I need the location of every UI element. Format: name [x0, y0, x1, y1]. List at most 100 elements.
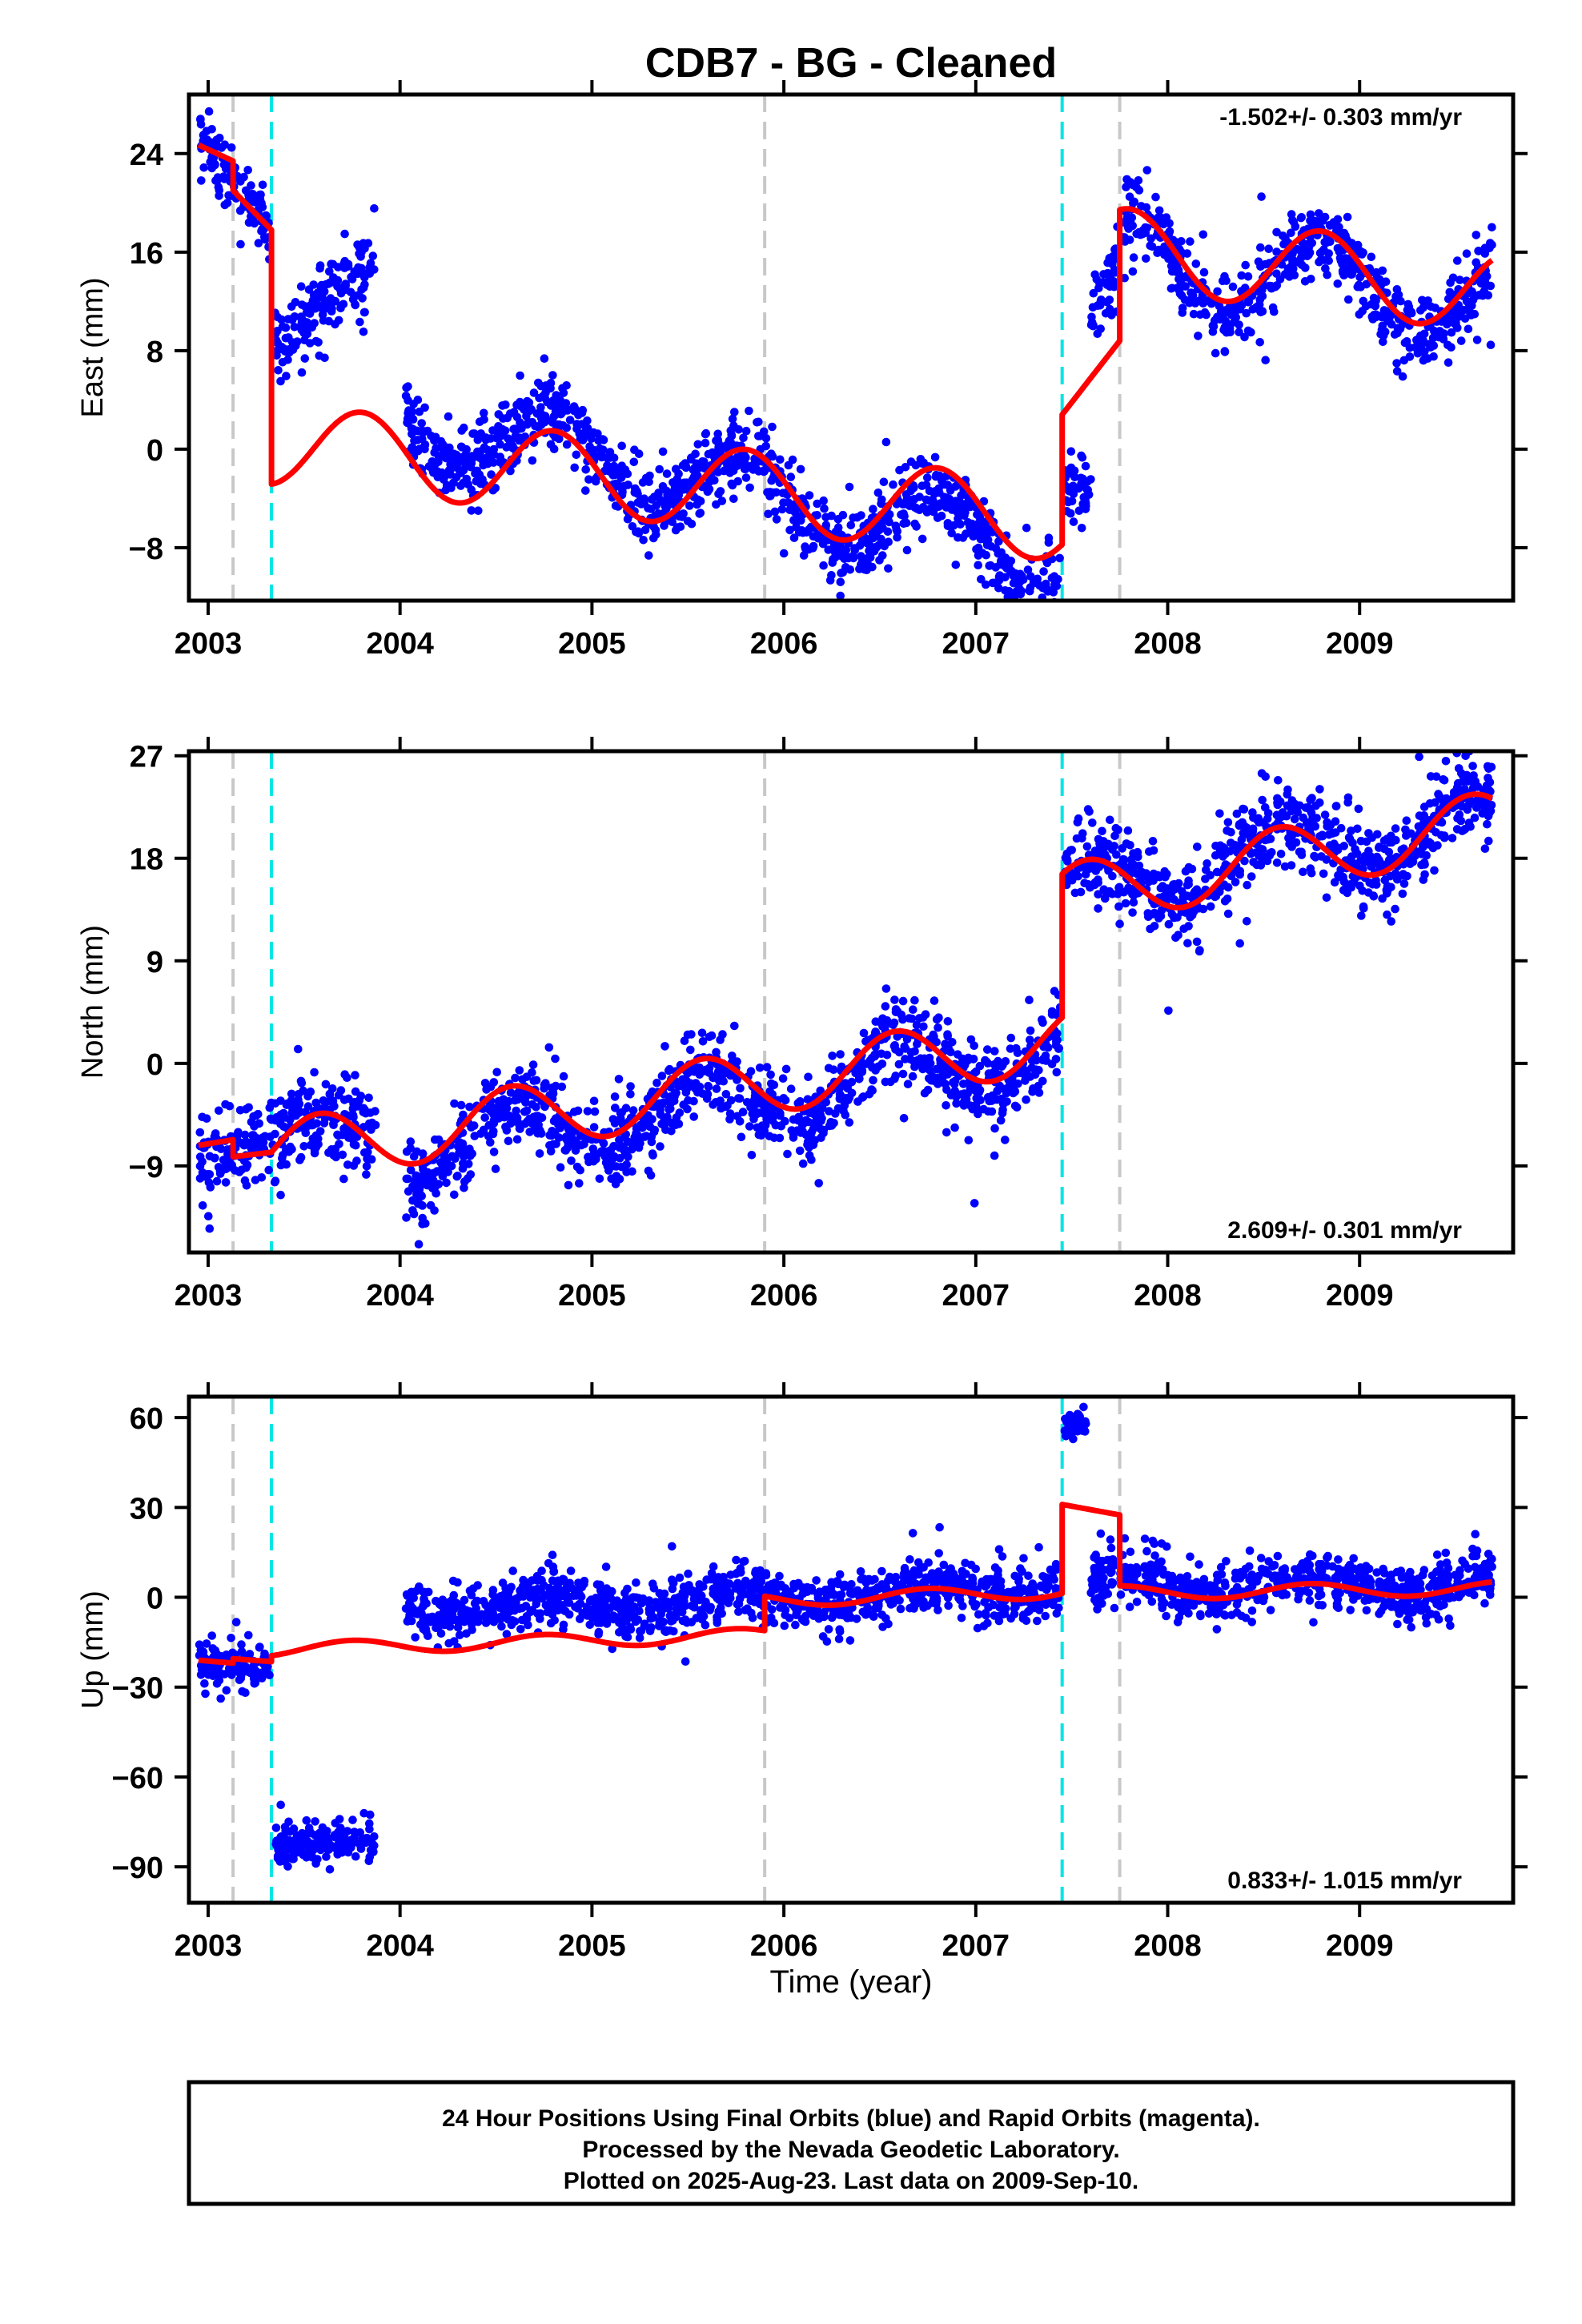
data-point: [857, 1068, 867, 1076]
data-point: [912, 1020, 921, 1030]
data-point: [970, 1199, 979, 1208]
data-point: [899, 509, 908, 518]
data-point: [205, 1224, 215, 1233]
data-point: [1287, 796, 1297, 805]
data-point: [1041, 1611, 1050, 1621]
x-tick-label: 2009: [1326, 627, 1394, 661]
data-point: [1429, 326, 1439, 336]
data-point: [656, 1142, 665, 1151]
data-point: [487, 470, 496, 479]
data-point: [728, 1051, 737, 1060]
data-point: [1128, 267, 1138, 276]
data-point: [1148, 837, 1158, 846]
data-point: [528, 1068, 536, 1077]
data-point: [492, 433, 501, 443]
data-point: [282, 1160, 291, 1169]
data-point: [498, 401, 507, 410]
data-point: [1290, 814, 1299, 824]
data-point: [536, 403, 545, 412]
data-point: [446, 470, 455, 479]
data-point: [511, 1073, 520, 1083]
x-tick-label: 2009: [1326, 1279, 1394, 1313]
data-point: [489, 1116, 499, 1125]
data-point: [687, 455, 696, 464]
data-point: [799, 551, 809, 560]
data-point: [729, 421, 738, 430]
data-point: [509, 424, 518, 434]
data-point: [413, 396, 423, 404]
data-point: [1483, 819, 1492, 829]
data-point: [589, 1096, 599, 1106]
data-point: [772, 515, 781, 524]
data-point: [290, 323, 299, 332]
data-point: [473, 436, 483, 444]
data-point: [417, 1200, 426, 1209]
data-point: [1324, 256, 1333, 265]
data-point: [1429, 352, 1438, 361]
x-tick-label: 2003: [175, 627, 243, 661]
data-point: [869, 505, 877, 513]
data-point: [705, 1032, 714, 1042]
data-point: [729, 494, 738, 504]
data-point: [1457, 769, 1466, 778]
data-point: [1405, 344, 1415, 352]
data-point: [1248, 305, 1258, 314]
data-point: [1419, 355, 1429, 364]
data-point: [512, 1135, 522, 1144]
data-point: [548, 371, 557, 380]
data-point: [919, 1022, 928, 1031]
data-point: [909, 1005, 917, 1014]
data-point: [202, 1114, 211, 1123]
data-point: [1272, 858, 1282, 867]
data-point: [283, 356, 292, 364]
data-point: [1243, 917, 1251, 926]
data-point: [565, 416, 575, 424]
data-point: [1050, 580, 1059, 589]
data-point: [943, 1017, 953, 1026]
data-point: [512, 400, 521, 410]
data-point: [448, 462, 457, 472]
data-point: [781, 1096, 790, 1105]
data-point: [442, 1178, 451, 1188]
data-point: [1069, 489, 1078, 498]
data-point: [492, 1068, 501, 1077]
data-point: [765, 488, 775, 497]
data-point: [534, 423, 543, 432]
data-point: [402, 1174, 412, 1184]
data-point: [211, 142, 221, 151]
data-point: [1181, 282, 1190, 291]
data-point: [1201, 875, 1210, 883]
data-point: [334, 263, 343, 271]
data-point: [1142, 166, 1152, 175]
data-point: [745, 1122, 754, 1131]
data-point: [633, 527, 643, 536]
data-point: [235, 206, 245, 215]
data-point: [556, 398, 564, 408]
data-point: [846, 521, 856, 530]
data-point: [365, 269, 375, 278]
data-point: [613, 468, 622, 477]
data-point: [843, 553, 853, 562]
data-point: [1480, 844, 1490, 853]
data-point: [295, 1840, 303, 1849]
data-point: [1070, 472, 1079, 482]
data-point: [350, 1827, 359, 1836]
data-point: [1485, 778, 1495, 787]
data-point: [1472, 258, 1480, 267]
data-point: [1293, 808, 1302, 817]
data-point: [239, 1140, 249, 1150]
data-point: [234, 1667, 243, 1676]
data-point: [626, 1082, 635, 1091]
data-point: [223, 160, 232, 169]
data-point: [569, 402, 579, 411]
data-point: [1240, 822, 1250, 831]
data-point: [1010, 591, 1020, 601]
data-point: [544, 1043, 554, 1052]
data-point: [1094, 283, 1103, 293]
data-point: [340, 229, 349, 239]
data-point: [303, 1840, 313, 1850]
data-point: [1146, 234, 1155, 243]
data-point: [408, 1196, 417, 1205]
data-point: [950, 1123, 959, 1132]
data-point: [476, 429, 485, 438]
